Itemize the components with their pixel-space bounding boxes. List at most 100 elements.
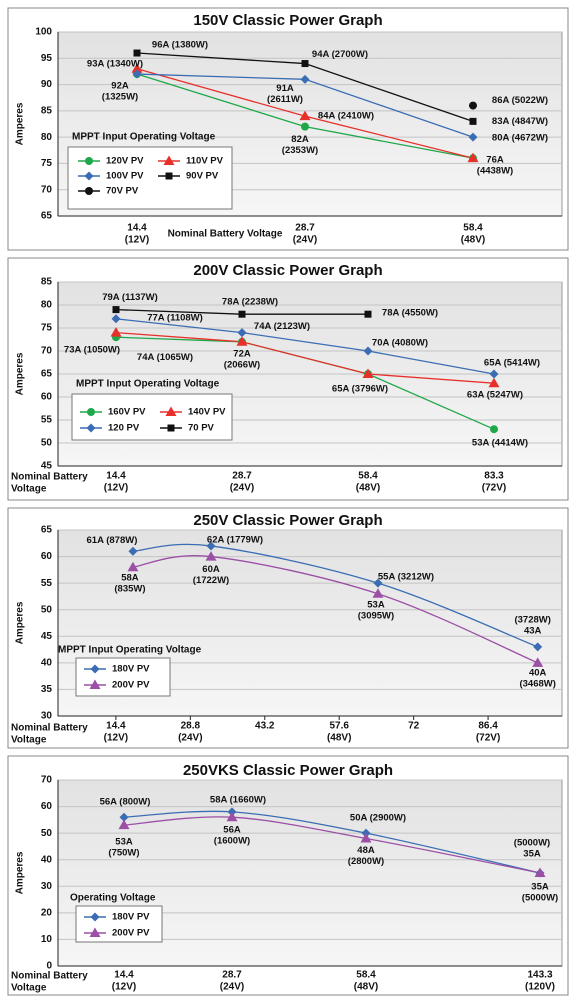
value-label: 53A (4414W) [472, 438, 528, 449]
legend-box [75, 657, 171, 697]
point [301, 60, 309, 68]
legend-label: 160V PV [108, 407, 146, 418]
y-tick-label: 60 [41, 801, 53, 812]
legend-marker [85, 187, 93, 195]
x-axis-label: Nominal Battery Voltage [168, 229, 283, 240]
y-tick-label: 65 [41, 525, 53, 536]
value-label: 78A (4550W) [382, 308, 438, 319]
x-tick-label: 14.4 [106, 471, 126, 482]
value-label: 56A (800W) [100, 797, 151, 808]
series-line [123, 816, 541, 874]
value-label: 86A (5022W) [492, 95, 548, 106]
value-label: 63A (5247W) [467, 390, 523, 401]
point [237, 328, 247, 338]
point [363, 346, 373, 356]
y-tick-label: 30 [41, 881, 53, 892]
point [133, 49, 141, 57]
y-tick-label: 75 [41, 158, 53, 169]
y-tick-label: 70 [41, 184, 53, 195]
legend-label: 70V PV [106, 186, 139, 197]
point [532, 657, 544, 667]
y-tick-label: 50 [41, 438, 53, 449]
y-tick-label: 100 [35, 27, 52, 38]
value-label: 56A [223, 825, 241, 836]
point [373, 578, 383, 588]
value-label: 55A (3212W) [378, 572, 434, 583]
value-label: 72A [233, 348, 251, 359]
x-tick-note: (48V) [354, 982, 378, 993]
x-tick-label: 58.4 [356, 970, 376, 981]
legend-label: 200V PV [112, 680, 150, 691]
chart-title: 250VKS Classic Power Graph [183, 762, 393, 779]
x-tick-note: (12V) [112, 982, 136, 993]
value-label: 96A (1380W) [152, 40, 208, 51]
x-axis-label: Voltage [11, 983, 47, 994]
value-label: 82A [291, 134, 309, 145]
x-tick-note: (72V) [482, 483, 506, 494]
series-line [123, 810, 541, 874]
chart-title: 150V Classic Power Graph [193, 12, 382, 29]
value-label: 70A (4080W) [372, 338, 428, 349]
x-tick-label: 143.3 [527, 970, 552, 981]
value-label: 50A (2900W) [350, 813, 406, 824]
point [301, 122, 309, 131]
legend-label: 180V PV [112, 664, 150, 675]
point [468, 132, 478, 142]
legend-label: 140V PV [188, 407, 226, 418]
y-axis-label: Amperes [15, 102, 26, 145]
value-label: 77A (1108W) [147, 312, 203, 323]
legend-label: 200V PV [112, 928, 150, 939]
point [119, 812, 129, 822]
point [226, 811, 238, 822]
value-label: (2800W) [348, 856, 384, 867]
legend-label: 110V PV [186, 156, 224, 167]
value-label: 65A (5414W) [484, 358, 540, 369]
x-tick-note: (12V) [125, 235, 149, 246]
value-label: (2066W) [224, 359, 260, 370]
y-tick-label: 90 [41, 79, 53, 90]
point [238, 310, 246, 318]
value-label: (3468W) [519, 678, 555, 689]
y-axis-label: Amperes [15, 851, 26, 894]
x-tick-note: (12V) [104, 483, 128, 494]
y-tick-label: 45 [41, 631, 53, 642]
value-label: 83A (4847W) [492, 116, 548, 127]
point [236, 336, 248, 346]
legend-marker [84, 171, 94, 181]
value-label: 79A (1137W) [102, 292, 158, 303]
x-tick-note: (24V) [178, 733, 202, 744]
y-tick-label: 40 [41, 854, 53, 865]
value-label: (3095W) [358, 610, 394, 621]
point [205, 551, 217, 561]
value-label: 53A [115, 837, 133, 848]
x-axis-label: Voltage [11, 484, 47, 495]
point [534, 867, 546, 877]
y-tick-label: 80 [41, 300, 53, 311]
x-axis-label: Nominal Battery [11, 971, 88, 982]
legend-title: MPPT Input Operating Voltage [72, 132, 216, 143]
series-line [132, 543, 538, 648]
point [360, 832, 372, 843]
y-tick-label: 65 [41, 369, 53, 380]
legend-marker [90, 912, 100, 922]
x-tick-note: (48V) [461, 235, 485, 246]
legend-marker [89, 679, 101, 689]
legend-marker [89, 927, 101, 937]
y-tick-label: 30 [41, 711, 53, 722]
value-label: 74A (1065W) [137, 352, 193, 363]
point [489, 369, 499, 379]
value-label: (5000W) [514, 838, 550, 849]
value-label: 91A [276, 83, 294, 94]
y-tick-label: 20 [41, 907, 53, 918]
value-label: 58A (1660W) [210, 794, 266, 805]
point [364, 310, 372, 318]
y-tick-label: 80 [41, 132, 53, 143]
point [128, 546, 138, 556]
value-label: (1722W) [193, 575, 229, 586]
x-tick-label: 28.7 [295, 223, 315, 234]
x-tick-note: (24V) [230, 483, 254, 494]
value-label: 80A (4672W) [492, 133, 548, 144]
point [132, 69, 142, 79]
x-axis-label: Voltage [11, 735, 47, 746]
